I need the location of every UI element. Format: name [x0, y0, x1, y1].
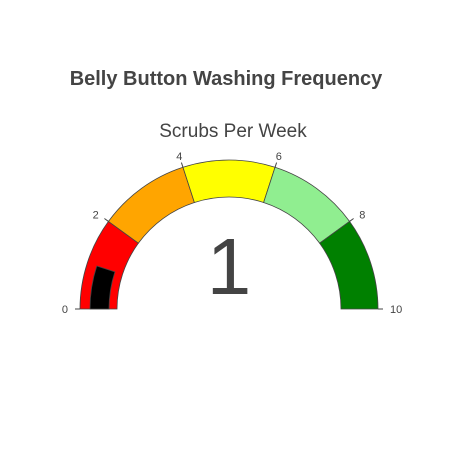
gauge-tick-mark [349, 218, 354, 222]
gauge-tick-label: 8 [359, 209, 365, 221]
gauge-title: Scrubs Per Week [159, 121, 307, 142]
gauge-tick-mark [104, 218, 109, 222]
chart-title: Belly Button Washing Frequency [70, 68, 383, 90]
gauge-tick-mark [180, 162, 184, 168]
gauge-step-3 [182, 159, 276, 203]
gauge-tick-label: 4 [176, 151, 182, 163]
gauge-value-bar [89, 265, 116, 310]
gauge-tick-label: 2 [93, 209, 99, 221]
gauge-tick-label: 10 [390, 304, 402, 316]
gauge-value-bar-group [89, 265, 116, 310]
gauge-tick-mark [274, 162, 278, 168]
gauge-tick-label: 6 [276, 151, 282, 163]
gauge-ticks: 0 2 4 6 8 10 [62, 151, 402, 316]
gauge-tick-label: 0 [62, 304, 68, 316]
gauge-value-number: 1 [207, 222, 252, 311]
